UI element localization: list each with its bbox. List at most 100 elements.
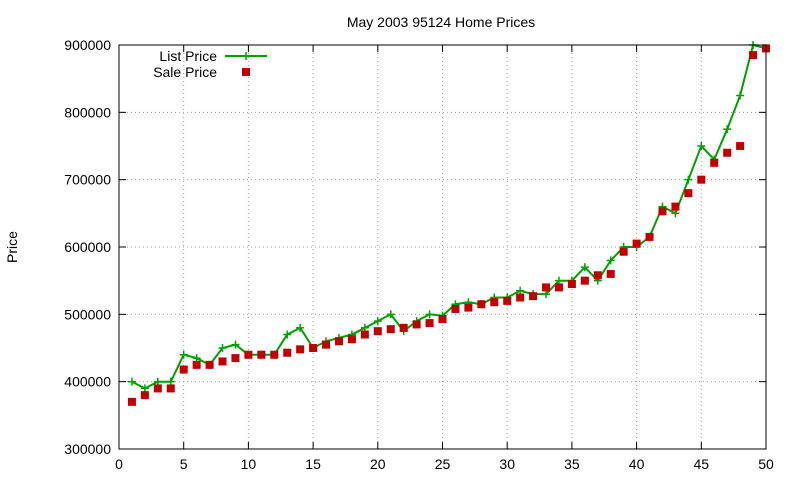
sale-price-point: [347, 335, 356, 344]
sale-price-point: [736, 142, 745, 150]
sale-price-point: [425, 319, 434, 328]
list-price-point: [671, 209, 680, 218]
y-tick-label: 300000: [64, 441, 111, 457]
sale-price-point: [529, 292, 538, 301]
x-tick-label: 40: [629, 456, 645, 472]
y-tick-label: 800000: [64, 104, 111, 120]
axis-ticks: 0 5 10 15 20 25 30 35 40 45 50 300000 400000 500000 60…: [64, 37, 774, 472]
list-price-point: [231, 340, 240, 349]
y-tick-label: 600000: [64, 239, 111, 255]
sale-price-point: [166, 384, 175, 393]
list-price-point: [166, 377, 175, 386]
y-tick-label: 900000: [64, 37, 111, 53]
sale-price-point: [516, 293, 525, 302]
x-tick-label: 45: [694, 456, 710, 472]
list-price-point: [516, 286, 525, 295]
sale-price-point: [192, 360, 201, 369]
sale-price-point: [231, 354, 240, 363]
sale-price-point: [244, 350, 253, 359]
legend-plus-swatch: [242, 52, 250, 60]
series-layer: [127, 41, 770, 406]
sale-price-point: [593, 271, 602, 280]
list-price-point: [723, 125, 732, 134]
list-price-point: [218, 344, 227, 352]
x-tick-label: 35: [564, 456, 580, 472]
sale-price-point: [658, 207, 667, 216]
sale-price-point: [153, 384, 162, 393]
x-tick-label: 30: [499, 456, 515, 472]
legend-square-swatch: [242, 68, 250, 76]
list-price-point: [580, 263, 589, 272]
sale-price-point: [606, 269, 615, 278]
sale-price-point: [309, 344, 318, 352]
list-price-point: [373, 317, 382, 326]
grid: [119, 45, 766, 449]
sale-price-point: [697, 175, 706, 184]
list-price-point: [554, 276, 563, 285]
list-price-point: [697, 142, 706, 150]
list-price-point: [296, 323, 305, 332]
y-tick-label: 500000: [64, 306, 111, 322]
sale-price-point: [723, 148, 732, 157]
list-price-line: [131, 43, 767, 390]
x-tick-label: 50: [758, 456, 774, 472]
sale-price-point: [179, 365, 188, 374]
sale-price-point: [399, 323, 408, 332]
list-price-point: [425, 310, 434, 319]
sale-price-point: [257, 350, 266, 359]
sale-price-point: [749, 51, 758, 60]
y-tick-label: 400000: [64, 374, 111, 390]
list-price-point: [542, 290, 551, 299]
sale-price-point: [671, 202, 680, 211]
sale-price-point: [684, 189, 693, 198]
sale-price-point: [412, 320, 421, 329]
sale-price-point: [322, 340, 331, 349]
legend-label: Sale Price: [153, 64, 217, 80]
y-axis-label: Price: [4, 231, 20, 263]
list-price-point: [140, 384, 149, 393]
x-tick-label: 15: [305, 456, 321, 472]
sale-price-point: [140, 391, 149, 400]
sale-price-point: [542, 283, 551, 292]
sale-price-point: [127, 397, 136, 406]
sale-price-point: [567, 280, 576, 289]
sale-price-point: [270, 350, 279, 359]
list-price-point: [386, 310, 395, 319]
list-price-point: [283, 330, 292, 339]
list-price-point: [606, 256, 615, 265]
list-price-point: [153, 377, 162, 386]
sale-price-point: [554, 283, 563, 292]
plot-frame: [118, 44, 767, 450]
list-price-point: [684, 175, 693, 184]
sale-price-point: [503, 296, 512, 305]
sale-price-point: [205, 360, 214, 369]
sale-price-point: [490, 298, 499, 307]
sale-price-point: [645, 232, 654, 241]
list-price-point: [736, 91, 745, 100]
sale-price-point: [619, 247, 628, 256]
sale-price-point: [451, 304, 460, 313]
legend-label: List Price: [159, 48, 217, 64]
sale-price-point: [296, 345, 305, 354]
x-tick-label: 0: [115, 456, 123, 472]
sale-price-point: [580, 276, 589, 285]
x-tick-label: 5: [180, 456, 188, 472]
list-price-point: [127, 377, 136, 386]
sale-price-point: [710, 158, 719, 167]
sale-price-point: [334, 337, 343, 346]
x-tick-label: 10: [241, 456, 257, 472]
list-price-point: [192, 354, 201, 363]
y-tick-label: 700000: [64, 172, 111, 188]
x-tick-label: 25: [435, 456, 451, 472]
sale-price-point: [283, 348, 292, 357]
sale-price-point: [632, 239, 641, 248]
list-price-point: [179, 350, 188, 359]
sale-price-point: [477, 300, 486, 309]
sale-price-point: [386, 325, 395, 334]
sale-price-point: [464, 303, 473, 312]
sale-price-point: [218, 357, 227, 366]
sale-price-point: [373, 327, 382, 336]
chart-title: May 2003 95124 Home Prices: [347, 14, 535, 30]
